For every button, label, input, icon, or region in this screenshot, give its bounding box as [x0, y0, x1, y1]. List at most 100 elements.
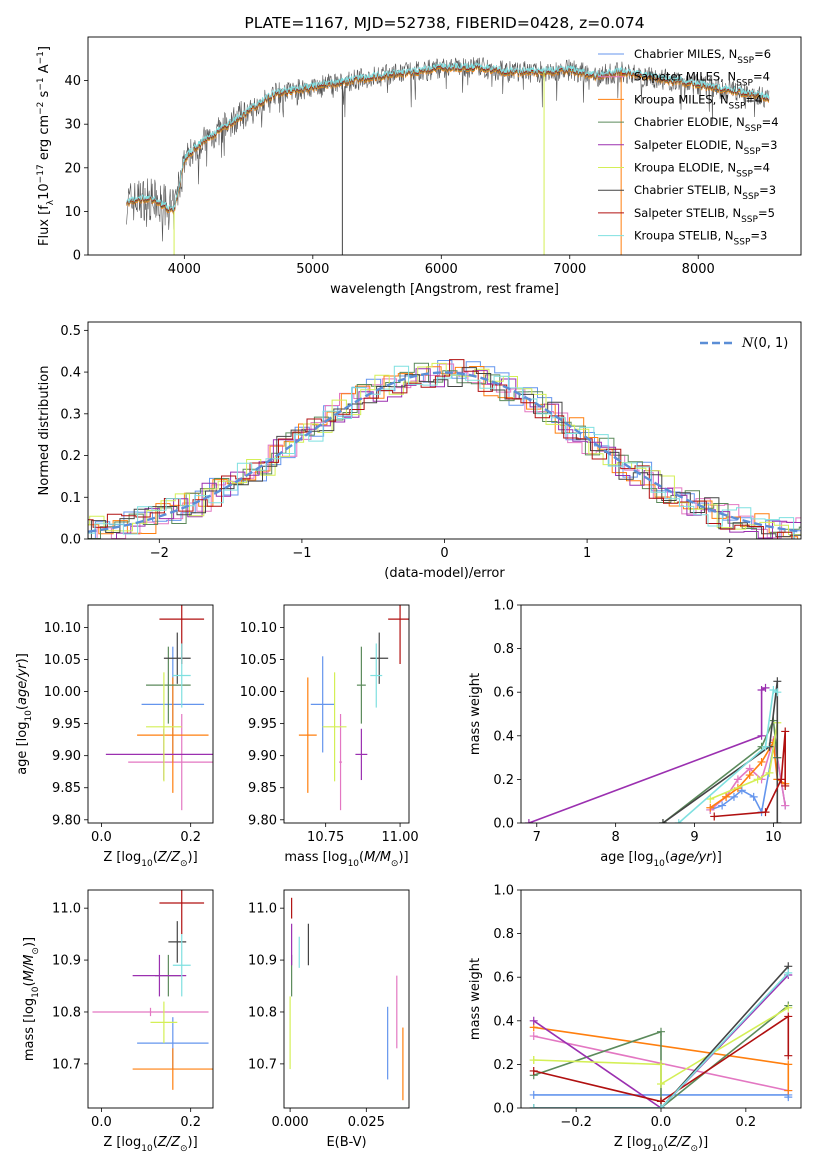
weight-marker — [722, 792, 731, 801]
weight-marker — [781, 727, 790, 736]
axis-label-y: mass weight — [468, 958, 483, 1040]
tick-label-y: 30 — [64, 118, 81, 133]
tick-label-x: 10.75 — [307, 830, 344, 845]
tick-label-x: 6000 — [425, 262, 458, 277]
tick-label-x: 5000 — [296, 262, 329, 277]
tick-label-y: 10.00 — [44, 685, 81, 700]
tick-label-y: 10.05 — [240, 653, 277, 668]
axes-frame — [283, 604, 410, 824]
tick-label-y: 9.85 — [248, 781, 277, 796]
plot-area — [126, 57, 770, 255]
tick-label-y: 40 — [64, 74, 81, 89]
axis-label-x: Z [log10(Z/Z⊙)] — [614, 1135, 708, 1154]
legend-entry: Kroupa ELODIE, NSSP=4 — [634, 161, 770, 180]
weight-marker — [773, 819, 782, 823]
tick-label-x: 7 — [533, 830, 541, 845]
legend-entry: Chabrier STELIB, NSSP=3 — [634, 183, 776, 202]
weight-series-line — [678, 688, 778, 823]
tick-label-y: 10.9 — [248, 954, 277, 969]
normal-curve-line — [88, 371, 801, 533]
tick-label-y: 10.10 — [44, 621, 81, 636]
tick-label-x: 9 — [690, 830, 698, 845]
weight-marker — [657, 1104, 665, 1108]
tick-label-y: 20 — [64, 161, 81, 176]
weight-marker — [729, 792, 738, 801]
tick-label-x: 0.025 — [348, 1115, 385, 1130]
tick-label-y: 0.4 — [493, 1014, 514, 1029]
weight-series-line — [528, 687, 766, 823]
weight-marker — [529, 1056, 538, 1065]
weight-marker — [710, 812, 719, 821]
model-spectrum-line — [126, 62, 770, 212]
weight-series-line — [709, 722, 779, 800]
weight-marker — [777, 775, 786, 784]
tick-label-x: 10 — [765, 830, 782, 845]
axes-frame — [87, 889, 214, 1109]
tick-label-x: 0.0 — [651, 1115, 672, 1130]
weight-marker — [765, 768, 774, 777]
tick-label-y: 10.7 — [248, 1057, 277, 1072]
weight-marker — [529, 1066, 538, 1075]
weight-marker — [781, 801, 790, 810]
weight-marker — [674, 819, 683, 823]
legend-entry: Salpeter MILES, NSSP=4 — [634, 70, 770, 89]
tick-label-y: 1.0 — [493, 599, 514, 614]
plot-area — [524, 677, 790, 823]
tick-label-y: 9.95 — [248, 717, 277, 732]
plot-area — [105, 605, 213, 811]
weight-series-line — [662, 681, 779, 823]
tick-label-x: 11.00 — [381, 830, 418, 845]
weight-marker — [784, 968, 793, 977]
tick-label-y: 0.4 — [493, 729, 514, 744]
histogram-series — [88, 365, 801, 539]
plot-area — [529, 962, 793, 1108]
tick-label-y: 11.0 — [248, 902, 277, 917]
axis-label-y: Flux [fλ10−17 erg cm−2 s−1 A−1] — [36, 46, 56, 246]
weight-marker — [784, 1060, 793, 1069]
tick-label-y: 1.0 — [493, 884, 514, 899]
tick-label-y: 0.0 — [60, 533, 81, 548]
weight-marker — [761, 742, 770, 751]
axis-label-x: wavelength [Angstrom, rest frame] — [330, 282, 559, 297]
axis-label-x: mass [log10(M/M⊙)] — [284, 850, 408, 869]
weight-marker — [753, 775, 762, 784]
weight-marker — [529, 1032, 538, 1041]
weight-marker — [706, 795, 715, 804]
histogram-series — [88, 368, 801, 539]
tick-label-x: −0.2 — [560, 1115, 592, 1130]
tick-label-y: 9.85 — [52, 781, 81, 796]
weight-marker — [773, 688, 782, 697]
tick-label-y: 11.0 — [52, 902, 81, 917]
weight-marker — [524, 819, 533, 823]
tick-label-x: 8000 — [682, 262, 715, 277]
tick-label-y: 10 — [64, 205, 81, 220]
axis-label-y: Normed distribution — [37, 366, 52, 496]
axis-label-x: E(B-V) — [326, 1135, 366, 1150]
legend-entry: Kroupa STELIB, NSSP=3 — [634, 229, 767, 248]
tick-label-y: 0 — [73, 249, 81, 264]
weight-series-line — [533, 1007, 789, 1086]
tick-label-y: 9.95 — [52, 717, 81, 732]
weight-series-line — [533, 972, 789, 1108]
weight-series-line — [533, 974, 789, 1108]
tick-label-y: 9.90 — [52, 749, 81, 764]
tick-label-x: −1 — [292, 546, 311, 561]
tick-label-y: 0.3 — [60, 407, 81, 422]
tick-label-y: 9.90 — [248, 749, 277, 764]
tick-label-x: 0.0 — [91, 1115, 112, 1130]
weight-marker — [706, 803, 715, 812]
weight-marker — [749, 792, 758, 801]
tick-label-x: 0 — [440, 546, 448, 561]
weight-marker — [784, 1003, 793, 1012]
axes-frame — [520, 889, 802, 1109]
axis-label-y: mass weight — [468, 673, 483, 755]
tick-label-x: 0.000 — [271, 1115, 308, 1130]
axes-frame — [283, 889, 410, 1109]
tick-label-x: −2 — [150, 546, 169, 561]
tick-label-x: 4000 — [168, 262, 201, 277]
chart-age_vs_mass: 10.75 11.00 9.80 9.85 9.90 9.95 10.00 10.05 10.1… — [240, 604, 419, 869]
histogram-series — [88, 359, 801, 539]
legend-entry: Salpeter ELODIE, NSSP=3 — [634, 138, 777, 157]
tick-label-y: 0.0 — [493, 817, 514, 832]
